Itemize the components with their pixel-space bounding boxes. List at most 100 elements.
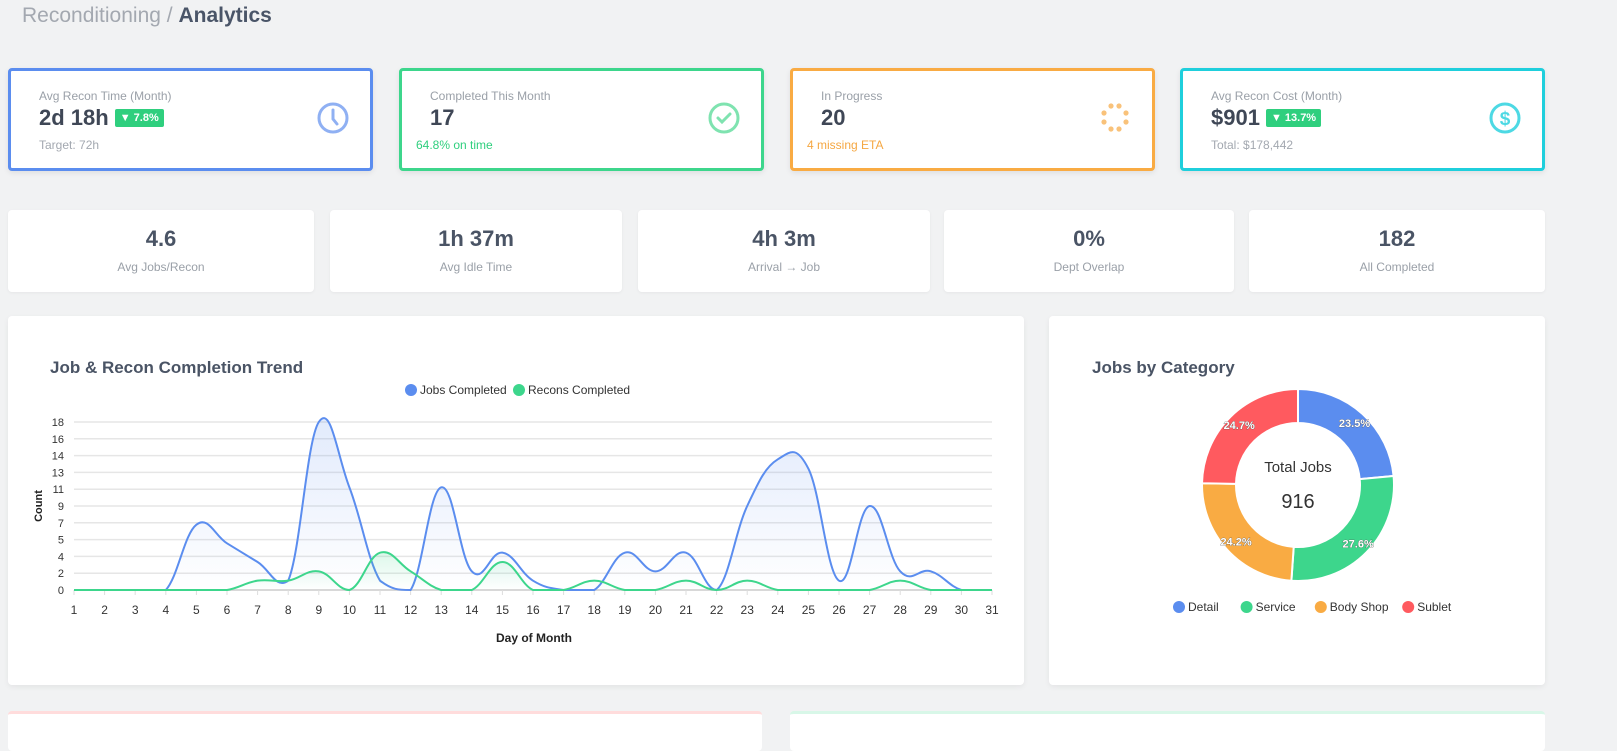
kpi-label: Completed This Month bbox=[430, 89, 551, 103]
legend-label: Detail bbox=[1188, 600, 1219, 614]
x-tick-label: 9 bbox=[315, 603, 322, 617]
svg-text:$: $ bbox=[1500, 109, 1511, 130]
x-tick-label: 21 bbox=[679, 603, 693, 617]
stat-avg-idle-time: 1h 37m Avg Idle Time bbox=[330, 210, 622, 292]
kpi-completed-this-month: Completed This Month 17 64.8% on time bbox=[399, 68, 764, 171]
x-tick-label: 27 bbox=[863, 603, 877, 617]
x-tick-label: 17 bbox=[557, 603, 571, 617]
y-tick-label: 2 bbox=[58, 568, 64, 580]
donut-slice-body-shop bbox=[1201, 482, 1295, 582]
series-line-recons-completed bbox=[73, 551, 992, 592]
x-tick-label: 30 bbox=[955, 603, 969, 617]
x-tick-label: 1 bbox=[71, 603, 78, 617]
jobs-by-category-panel: Jobs by Category 23.5% 27.6% 24.2% 24.7% Tot… bbox=[1049, 316, 1545, 685]
y-axis-label: Count bbox=[33, 490, 45, 522]
spinner-icon bbox=[1101, 103, 1129, 132]
x-tick-label: 5 bbox=[193, 603, 200, 617]
stat-label: Avg Jobs/Recon bbox=[117, 260, 205, 274]
stat-label: All Completed bbox=[1359, 260, 1435, 274]
x-tick-label: 31 bbox=[985, 603, 999, 617]
x-tick-label: 13 bbox=[435, 603, 449, 617]
x-tick-label: 29 bbox=[924, 603, 938, 617]
kpi-avg-recon-cost: Avg Recon Cost (Month) $901 ▼ 13.7% Total… bbox=[1180, 68, 1545, 171]
slice-label: 27.6% bbox=[1343, 539, 1374, 551]
series-line-jobs-completed bbox=[73, 417, 992, 592]
kpi-label: Avg Recon Time (Month) bbox=[39, 89, 172, 103]
x-tick-label: 12 bbox=[404, 603, 418, 617]
legend-marker bbox=[1173, 601, 1185, 613]
legend-marker bbox=[513, 384, 525, 396]
stat-value: 0% bbox=[1073, 226, 1105, 251]
x-tick-label: 28 bbox=[894, 603, 908, 617]
bottom-card-left bbox=[8, 711, 762, 751]
stat-value: 182 bbox=[1378, 226, 1416, 251]
kpi-value: 20 bbox=[821, 105, 846, 130]
x-tick-label: 15 bbox=[496, 603, 510, 617]
dollar-circle-icon: $ bbox=[1489, 102, 1521, 134]
donut-chart: 23.5% 27.6% 24.2% 24.7% Total Jobs 916 Detail S… bbox=[1173, 387, 1452, 614]
breadcrumb: Reconditioning / Analytics bbox=[22, 4, 272, 28]
chart-title: Job & Recon Completion Trend bbox=[50, 358, 304, 377]
slice-label: 24.7% bbox=[1224, 420, 1255, 432]
x-tick-label: 26 bbox=[832, 603, 846, 617]
x-tick-label: 23 bbox=[741, 603, 755, 617]
legend-label: Body Shop bbox=[1330, 600, 1389, 614]
x-tick-label: 20 bbox=[649, 603, 663, 617]
kpi-value: $901 bbox=[1211, 105, 1260, 130]
kpi-label: In Progress bbox=[821, 89, 883, 103]
center-value: 916 bbox=[1281, 491, 1314, 513]
legend-label: Sublet bbox=[1417, 600, 1452, 614]
x-tick-label: 19 bbox=[618, 603, 632, 617]
center-label: Total Jobs bbox=[1264, 459, 1332, 476]
stat-avg-jobs-per-recon: 4.6 Avg Jobs/Recon bbox=[8, 210, 314, 292]
legend-marker bbox=[1402, 601, 1415, 613]
stat-value: 4.6 bbox=[145, 226, 177, 251]
stat-value: 1h 37m bbox=[438, 226, 514, 251]
legend-label: Service bbox=[1256, 600, 1296, 614]
x-tick-label: 18 bbox=[588, 603, 602, 617]
x-tick-label: 7 bbox=[254, 603, 261, 617]
kpi-avg-recon-time: Avg Recon Time (Month) 2d 18h ▼ 7.8% Targ… bbox=[8, 68, 373, 171]
x-tick-label: 8 bbox=[285, 603, 292, 617]
legend-label: Jobs Completed bbox=[420, 383, 507, 397]
slice-label: 24.2% bbox=[1220, 537, 1251, 549]
breadcrumb-parent[interactable]: Reconditioning bbox=[22, 4, 161, 27]
y-tick-label: 18 bbox=[52, 417, 64, 429]
legend-marker bbox=[1240, 601, 1253, 613]
stat-dept-overlap: 0% Dept Overlap bbox=[944, 210, 1234, 292]
y-tick-label: 5 bbox=[58, 535, 64, 547]
trend-badge: ▼ 13.7% bbox=[1265, 109, 1322, 127]
donut-slice-sublet bbox=[1200, 387, 1299, 485]
x-axis-label: Day of Month bbox=[496, 631, 572, 645]
x-tick-label: 22 bbox=[710, 603, 724, 617]
legend-label: Recons Completed bbox=[528, 383, 630, 397]
y-tick-label: 11 bbox=[53, 484, 64, 496]
kpi-value: 2d 18h bbox=[39, 105, 109, 130]
kpi-in-progress: In Progress 20 4 missing ETA bbox=[790, 68, 1155, 171]
x-tick-label: 6 bbox=[224, 603, 231, 617]
kpi-sub: 64.8% on time bbox=[416, 138, 493, 152]
stat-arrival-to-job: 4h 3m Arrival → Job bbox=[638, 210, 930, 292]
clock-icon bbox=[317, 102, 349, 134]
x-tick-label: 2 bbox=[101, 603, 108, 617]
check-circle-icon bbox=[708, 102, 740, 134]
page-title: Analytics bbox=[178, 4, 272, 27]
stat-value: 4h 3m bbox=[752, 226, 816, 251]
x-tick-label: 16 bbox=[526, 603, 540, 617]
series-area bbox=[74, 418, 992, 590]
chart-title: Jobs by Category bbox=[1092, 358, 1235, 377]
y-tick-label: 0 bbox=[58, 585, 64, 597]
legend-marker bbox=[405, 384, 417, 396]
kpi-value: 17 bbox=[430, 105, 455, 130]
y-tick-label: 13 bbox=[52, 467, 64, 479]
x-tick-label: 11 bbox=[374, 603, 387, 617]
x-tick-label: 4 bbox=[162, 603, 169, 617]
kpi-label: Avg Recon Cost (Month) bbox=[1211, 89, 1343, 103]
x-tick-label: 24 bbox=[771, 603, 785, 617]
y-tick-label: 16 bbox=[52, 434, 64, 446]
y-tick-label: 14 bbox=[52, 451, 64, 463]
stat-label: Arrival → Job bbox=[747, 260, 821, 274]
y-tick-label: 7 bbox=[58, 518, 64, 530]
bottom-card-right bbox=[790, 711, 1545, 751]
